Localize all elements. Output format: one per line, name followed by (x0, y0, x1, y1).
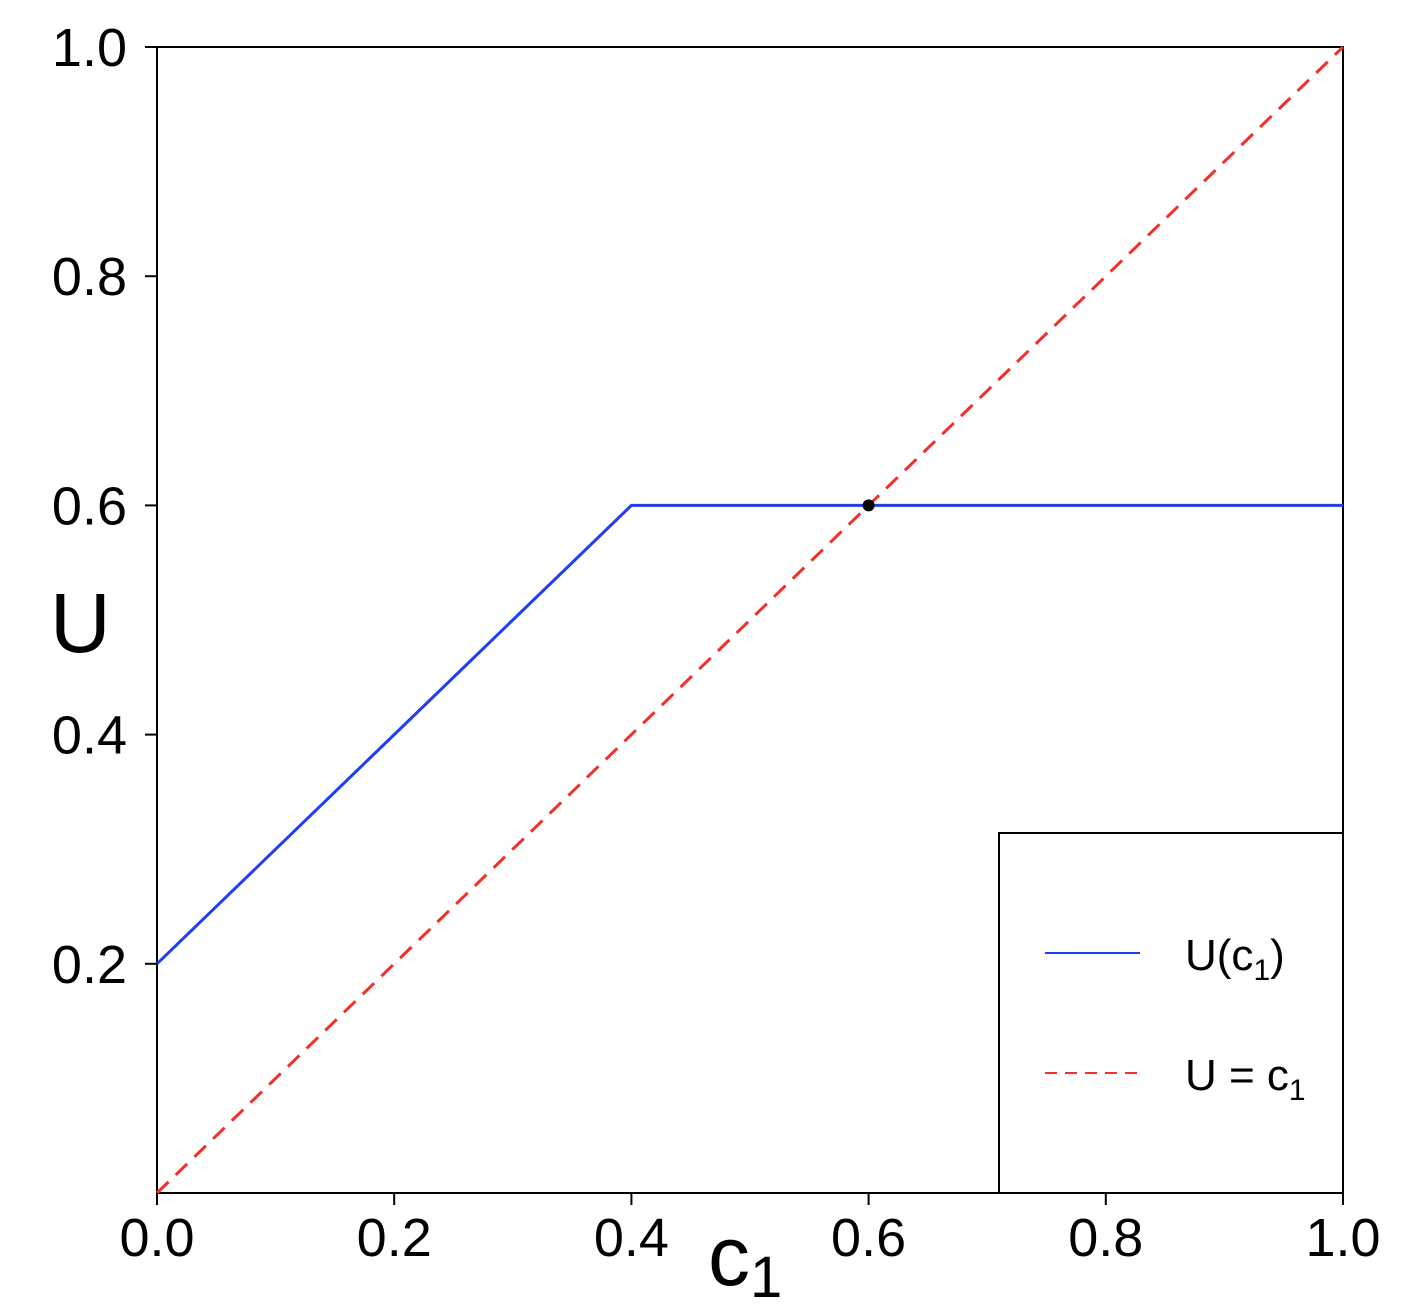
y-tick-label: 0.8 (52, 247, 127, 307)
x-tick-label: 0.8 (1068, 1208, 1143, 1268)
y-tick-label: 0.2 (52, 935, 127, 995)
legend-box (998, 832, 1344, 1194)
y-tick-label: 0.6 (52, 476, 127, 536)
y-axis-label: U (50, 576, 111, 670)
legend-label-u-equals-c1: U = c1 (1185, 1051, 1306, 1107)
intersection-point (862, 499, 875, 512)
x-axis-label: c1 (708, 1209, 782, 1310)
x-tick-label: 0.6 (831, 1208, 906, 1268)
x-tick-label: 0.0 (119, 1208, 194, 1268)
x-tick-label: 1.0 (1305, 1208, 1380, 1268)
y-tick-label: 0.4 (52, 706, 127, 766)
x-axis-label-sub: 1 (750, 1245, 782, 1310)
plot-area (155, 45, 1345, 1195)
axis-ticks: 0.0 0.2 0.4 0.6 0.8 1.0 0.2 0.4 0.6 0.8 1.0 (52, 18, 1381, 1268)
x-axis-label-main: c (708, 1209, 750, 1303)
legend-label-u-c1: U(c1) (1185, 931, 1285, 987)
x-tick-label: 0.2 (357, 1208, 432, 1268)
plot-frame (156, 46, 1344, 1194)
y-tick-label: 1.0 (52, 18, 127, 78)
legend: U(c1) U = c1 (998, 832, 1344, 1194)
x-tick-label: 0.4 (594, 1208, 669, 1268)
series-line-0 (155, 503, 1343, 965)
series-line-1 (155, 45, 1345, 1195)
